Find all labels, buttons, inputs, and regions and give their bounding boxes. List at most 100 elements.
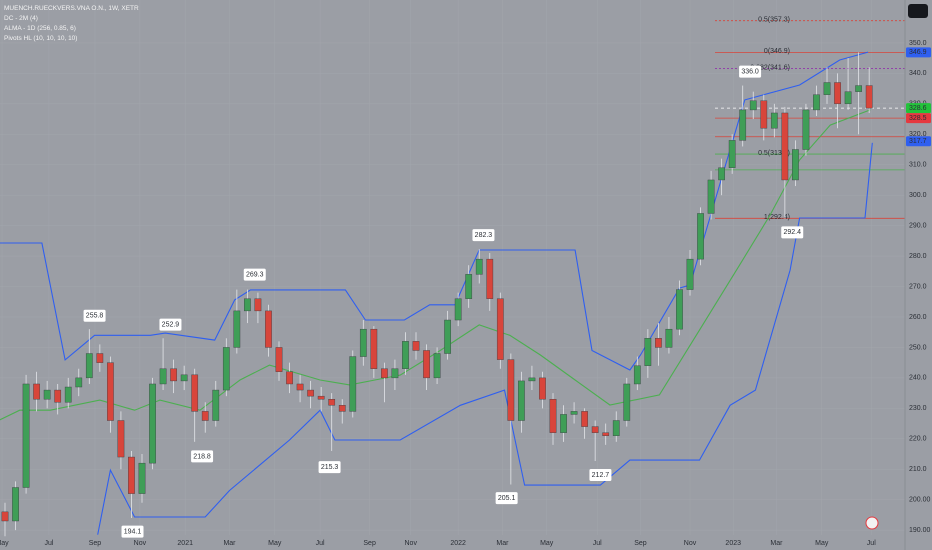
- candle-body: [170, 368, 177, 382]
- candle-body: [349, 356, 357, 412]
- price-tag-label: 346.9: [909, 49, 927, 56]
- indicator-line: [97, 142, 873, 535]
- candle-body: [201, 411, 209, 421]
- candle-body: [844, 91, 852, 105]
- candle-body: [391, 368, 399, 379]
- y-tick-label: 310.0: [909, 162, 927, 169]
- x-tick-label: May: [268, 540, 282, 547]
- candle-body: [33, 383, 40, 400]
- pivot-label: 212.7: [592, 472, 610, 479]
- y-tick-label: 250.0: [909, 344, 927, 351]
- candle-body: [22, 383, 30, 488]
- candles: [1, 52, 873, 537]
- candle-body: [328, 398, 336, 406]
- indicator-line: [0, 109, 871, 421]
- candle-body: [465, 274, 473, 299]
- candle-body: [707, 179, 715, 214]
- pivot-label: 336.0: [741, 68, 759, 75]
- x-tick-label: 2022: [450, 540, 466, 547]
- y-tick-label: 340.0: [909, 70, 927, 77]
- y-tick-label: 300.0: [909, 192, 927, 199]
- candle-body: [233, 310, 241, 348]
- candle-body: [528, 377, 536, 382]
- x-tick-label: Nov: [134, 540, 147, 547]
- candle-body: [254, 298, 262, 312]
- x-tick-label: Mar: [496, 540, 509, 547]
- candle-body: [128, 456, 135, 494]
- pivot-box: [472, 229, 495, 242]
- candle-body: [359, 328, 367, 357]
- candle-body: [454, 298, 462, 321]
- x-tick-label: Jul: [44, 540, 53, 547]
- price-tag: [906, 103, 931, 114]
- candle-body: [138, 462, 146, 494]
- pivot-label: 269.3: [246, 272, 264, 279]
- event-icon[interactable]: [865, 516, 879, 530]
- candle-body: [265, 310, 272, 348]
- pivot-box: [191, 450, 214, 463]
- candle-body: [159, 368, 167, 385]
- chart-title: MUENCH.RUECKVERS.VNA O.N., 1W, XETR: [4, 5, 139, 12]
- x-tick-label: Mar: [770, 540, 783, 547]
- price-tag: [906, 47, 931, 58]
- candle-body: [623, 383, 631, 421]
- x-tick-label: Jul: [593, 540, 602, 547]
- x-tick-label: Sep: [89, 540, 102, 547]
- y-tick-label: 200.00: [909, 497, 931, 504]
- candle-body: [602, 432, 610, 436]
- x-tick-label: Sep: [634, 540, 647, 547]
- candle-body: [655, 338, 662, 348]
- candle-body: [54, 389, 62, 403]
- candle-body: [507, 359, 515, 421]
- y-tick-label: 190.00: [909, 527, 931, 534]
- candle-body: [423, 350, 430, 379]
- pivot-box: [495, 492, 518, 505]
- pivot-label: 218.8: [193, 453, 211, 460]
- menu-button[interactable]: [908, 4, 928, 18]
- grid: [0, 0, 905, 535]
- candle-body: [686, 258, 694, 290]
- candle-body: [486, 258, 494, 299]
- candle-body: [760, 100, 768, 129]
- y-tick-label: 240.0: [909, 375, 927, 382]
- level-label: 0.5(313.5): [758, 150, 790, 157]
- pivot-box: [83, 309, 106, 322]
- pivot-label: 205.1: [498, 495, 516, 502]
- candle-body: [496, 298, 504, 360]
- y-tick-label: 280.0: [909, 253, 927, 260]
- x-tick-label: May: [815, 540, 829, 547]
- x-tick-label: 2021: [177, 540, 193, 547]
- level-label: 1(292.4): [764, 214, 790, 221]
- price-tag: [906, 136, 931, 147]
- candle-body: [676, 289, 683, 330]
- candle-body: [244, 298, 251, 312]
- candle-body: [402, 341, 409, 369]
- candle-body: [222, 347, 230, 391]
- candle-body: [275, 347, 283, 372]
- x-tick-label: May: [540, 540, 554, 547]
- candle-body: [85, 353, 93, 379]
- pivot-box: [318, 461, 341, 474]
- pivot-box: [121, 525, 144, 538]
- candle-body: [560, 414, 567, 433]
- y-tick-label: 350.0: [909, 40, 927, 47]
- pivot-box: [739, 65, 762, 78]
- candle-body: [212, 389, 220, 421]
- candle-body: [855, 85, 862, 92]
- x-tick-label: Jul: [316, 540, 325, 547]
- candle-body: [581, 411, 588, 427]
- candle-body: [444, 319, 451, 354]
- x-tick-label: Jul: [867, 540, 876, 547]
- indicator: Pivots HL (10, 10, 10, 10): [4, 35, 77, 42]
- candle-body: [107, 362, 114, 421]
- level-label: 0(346.9): [764, 48, 790, 55]
- indicator: ALMA - 1D (256, 0.85, 6): [4, 25, 76, 32]
- pivot-label: 252.9: [162, 321, 180, 328]
- candle-body: [749, 100, 757, 111]
- x-tick-label: Nov: [405, 540, 418, 547]
- candle-body: [317, 395, 325, 400]
- candle-body: [865, 85, 873, 109]
- candle-body: [338, 405, 346, 412]
